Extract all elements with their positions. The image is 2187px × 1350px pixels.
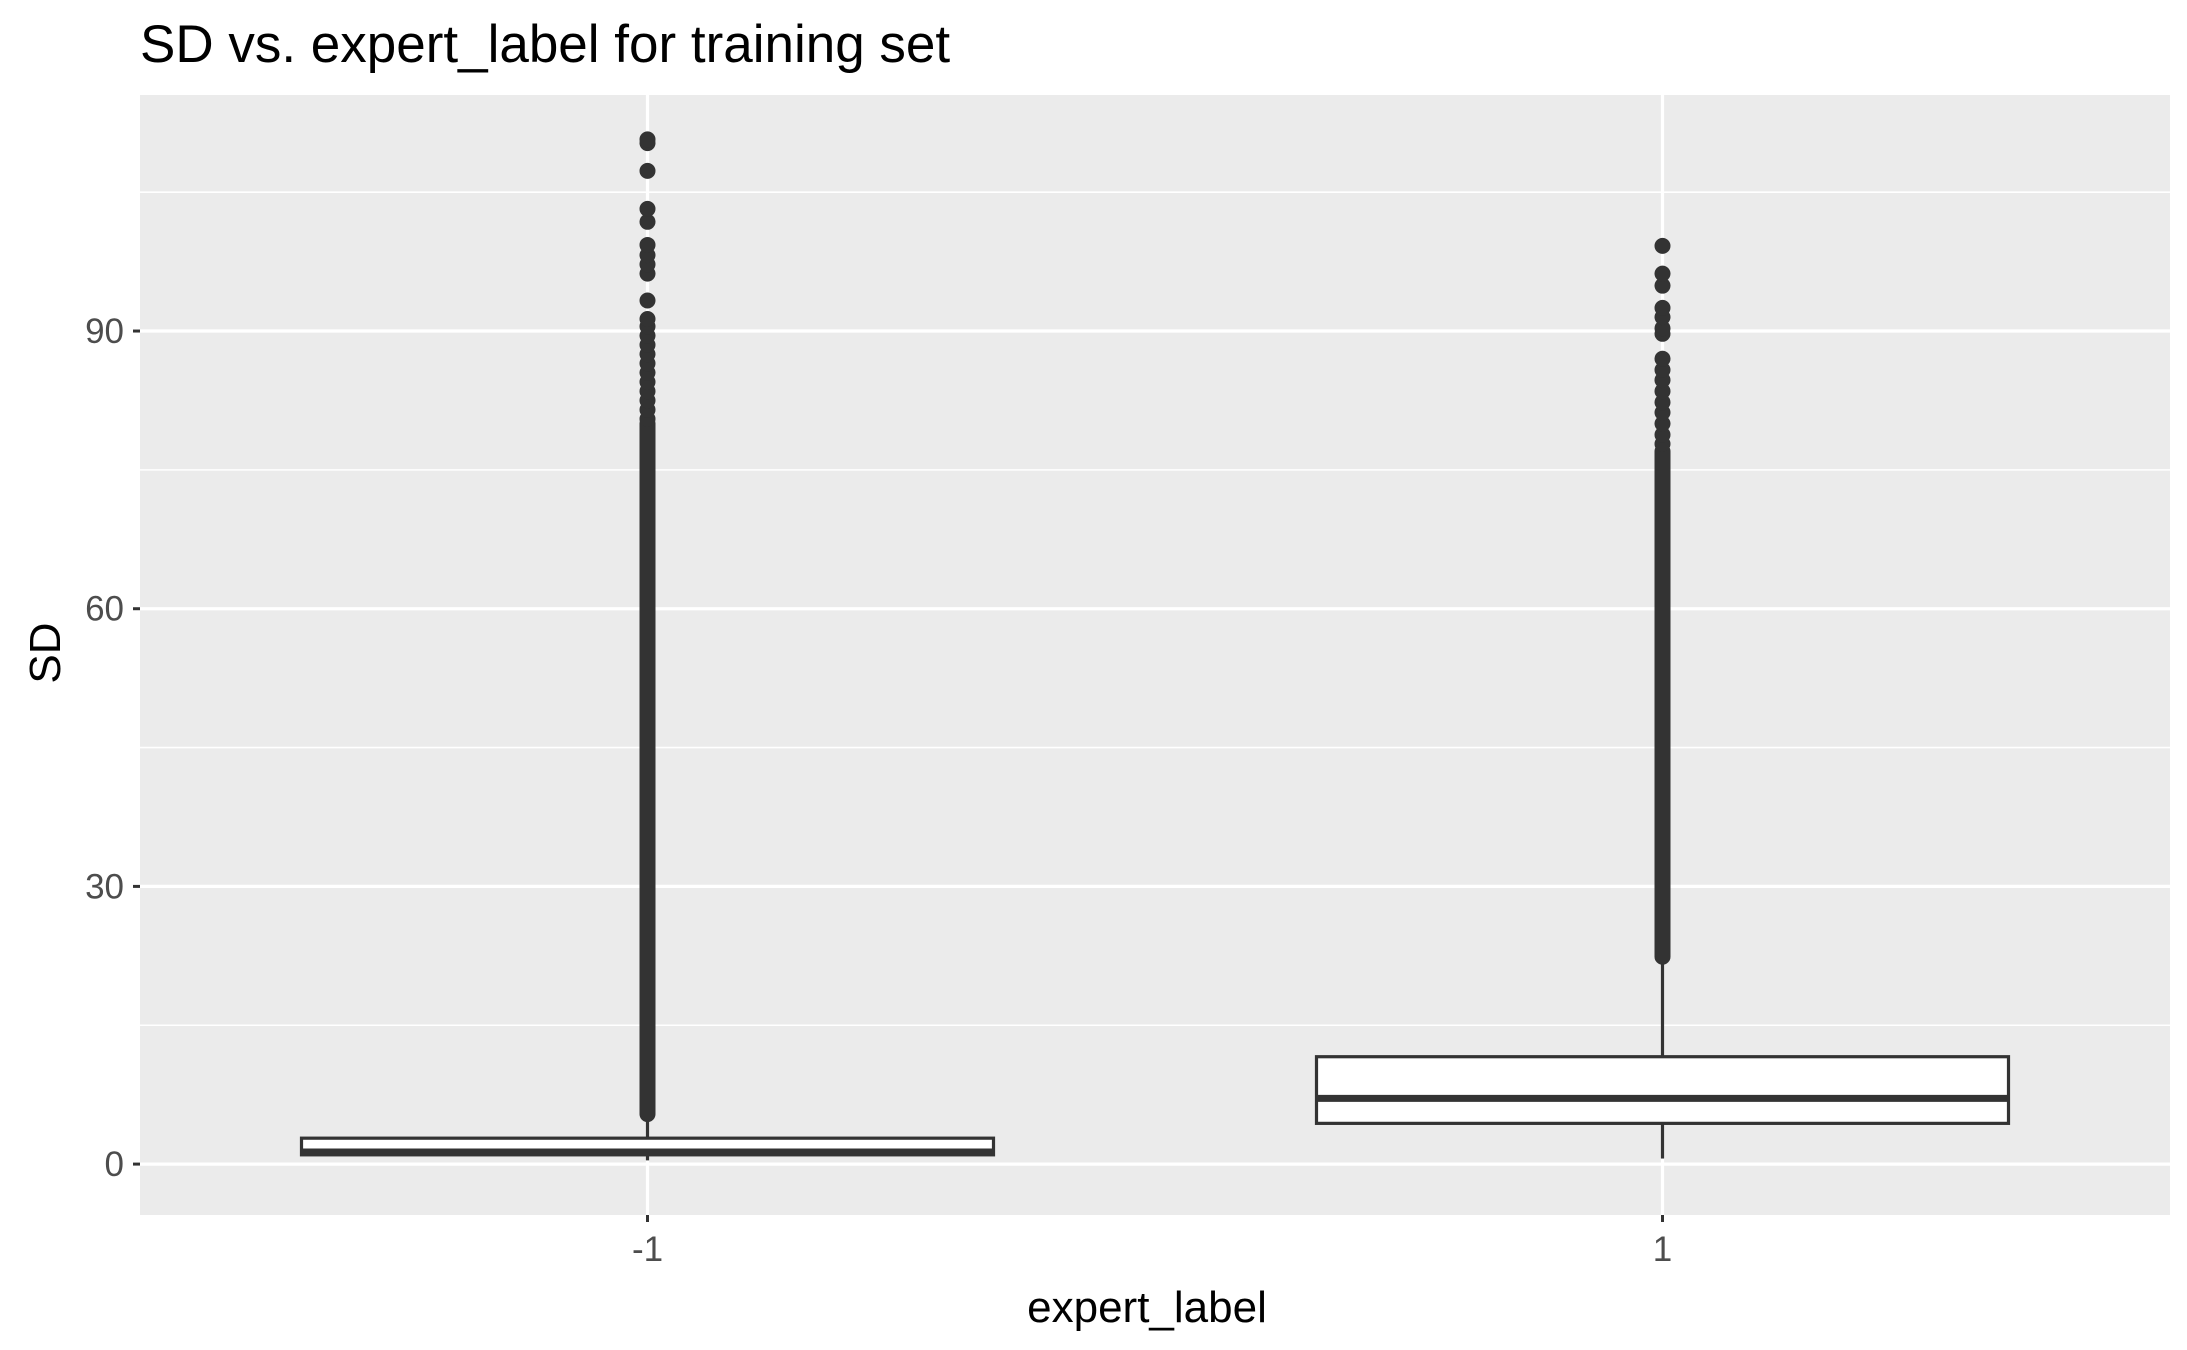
x-axis-title: expert_label xyxy=(1027,1283,1267,1332)
y-tick-label: 90 xyxy=(85,312,124,351)
outlier-point xyxy=(1654,383,1671,400)
outlier-point xyxy=(1654,299,1671,316)
plot-panel xyxy=(140,95,2170,1215)
outlier-point xyxy=(1654,426,1671,443)
y-tick-label: 60 xyxy=(85,590,124,629)
outlier-point xyxy=(639,292,656,309)
box-group xyxy=(1314,956,2011,1159)
x-tick-label: -1 xyxy=(632,1230,663,1269)
y-axis-title: SD xyxy=(21,622,70,683)
outlier-point xyxy=(1654,350,1671,367)
outlier-point xyxy=(1654,320,1671,337)
box-rect xyxy=(1314,1055,2011,1125)
outlier-point xyxy=(1654,415,1671,432)
outlier-point xyxy=(1654,361,1671,378)
outlier-point xyxy=(639,236,656,253)
outlier-point xyxy=(1654,265,1671,282)
outlier-point xyxy=(639,213,656,230)
axis-layer: 0 30 60 90 -1 1 xyxy=(85,312,1672,1269)
y-tick-label: 0 xyxy=(105,1145,124,1184)
outlier-point xyxy=(639,311,656,327)
outlier-point xyxy=(639,131,656,148)
chart-title: SD vs. expert_label for training set xyxy=(140,15,950,74)
outlier-point xyxy=(1654,277,1671,294)
outlier-point xyxy=(639,162,656,179)
x-tick-label: 1 xyxy=(1653,1230,1672,1269)
y-tick-label: 30 xyxy=(85,867,124,906)
panel-background xyxy=(140,95,2170,1215)
outlier-layer xyxy=(639,131,1671,1123)
outlier-point xyxy=(1654,394,1671,411)
outlier-point xyxy=(1654,237,1671,254)
outlier-point xyxy=(639,200,656,217)
box-layer xyxy=(299,956,2011,1161)
